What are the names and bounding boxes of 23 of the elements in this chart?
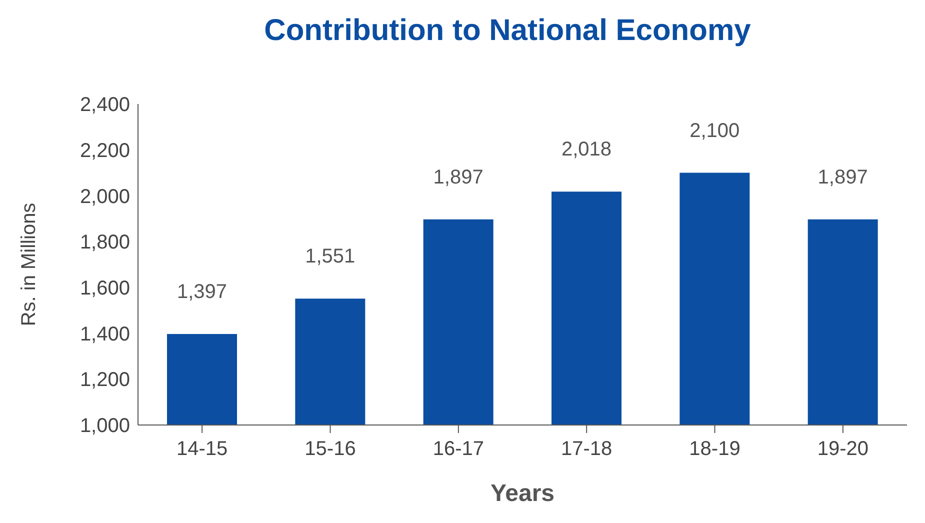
x-tick-label: 18-19 xyxy=(689,438,740,460)
x-tick-label: 16-17 xyxy=(432,438,484,460)
y-tick-label: 2,400 xyxy=(80,94,130,116)
y-tick-label: 2,000 xyxy=(80,186,130,208)
y-tick-label: 1,600 xyxy=(80,278,130,300)
x-tick-label: 15-16 xyxy=(304,438,356,460)
data-label: 1,397 xyxy=(176,280,228,303)
data-label: 1,897 xyxy=(818,166,868,188)
x-tick-label: 14-15 xyxy=(176,438,228,460)
x-tick-label: 17-18 xyxy=(561,438,612,460)
data-label: 1,551 xyxy=(305,246,356,268)
chart-title: Contribution to National Economy xyxy=(263,13,752,49)
data-label: 2,100 xyxy=(690,120,740,142)
y-tick-label: 1,800 xyxy=(80,232,130,254)
y-tick-label: 1,000 xyxy=(80,415,130,438)
x-tick-label: 19-20 xyxy=(817,438,868,460)
y-tick-label: 2,200 xyxy=(80,140,130,162)
data-label: 1,897 xyxy=(433,166,484,188)
data-label: 2,018 xyxy=(561,138,612,161)
y-axis-title: Rs. in Millions xyxy=(18,202,40,326)
y-tick-label: 1,400 xyxy=(80,323,130,346)
x-axis-title: Years xyxy=(490,480,555,507)
y-tick-label: 1,200 xyxy=(80,369,130,392)
